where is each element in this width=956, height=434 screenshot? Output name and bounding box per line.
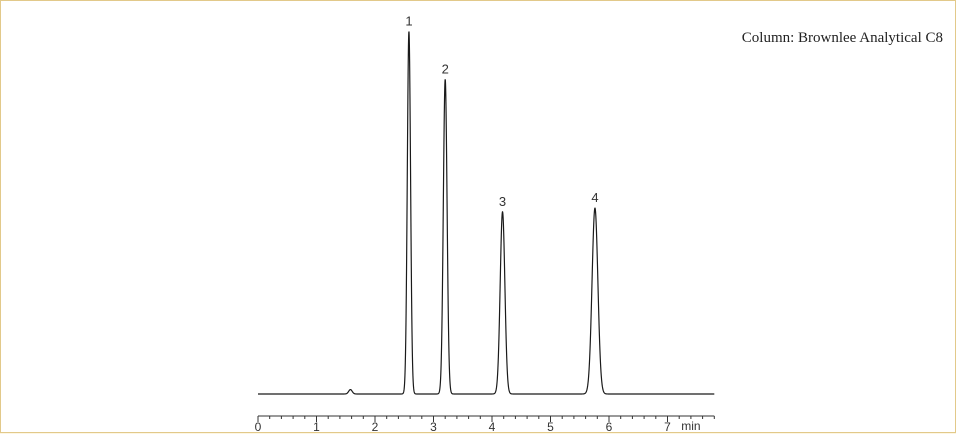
x-tick-label: 2 [372, 420, 379, 434]
x-tick-label: 6 [606, 420, 613, 434]
x-tick-label: 1 [313, 420, 320, 434]
peak-label: 2 [442, 61, 449, 76]
x-tick-label: 4 [489, 420, 496, 434]
column-caption: Column: Brownlee Analytical C8 [741, 30, 943, 46]
x-tick-label: 5 [547, 420, 554, 434]
peak-label: 3 [499, 194, 506, 209]
chromatogram-trace [258, 31, 715, 395]
x-axis-label: min [681, 419, 700, 433]
peak-label: 4 [591, 190, 598, 205]
peak-label: 1 [405, 14, 412, 29]
x-tick-label: 3 [430, 420, 437, 434]
x-axis: 0 1 2 3 4 5 6 7 min [255, 415, 715, 434]
peak-labels: 1 2 3 4 [405, 14, 598, 209]
x-tick-label: 0 [255, 420, 262, 434]
x-tick-label: 7 [664, 420, 671, 434]
